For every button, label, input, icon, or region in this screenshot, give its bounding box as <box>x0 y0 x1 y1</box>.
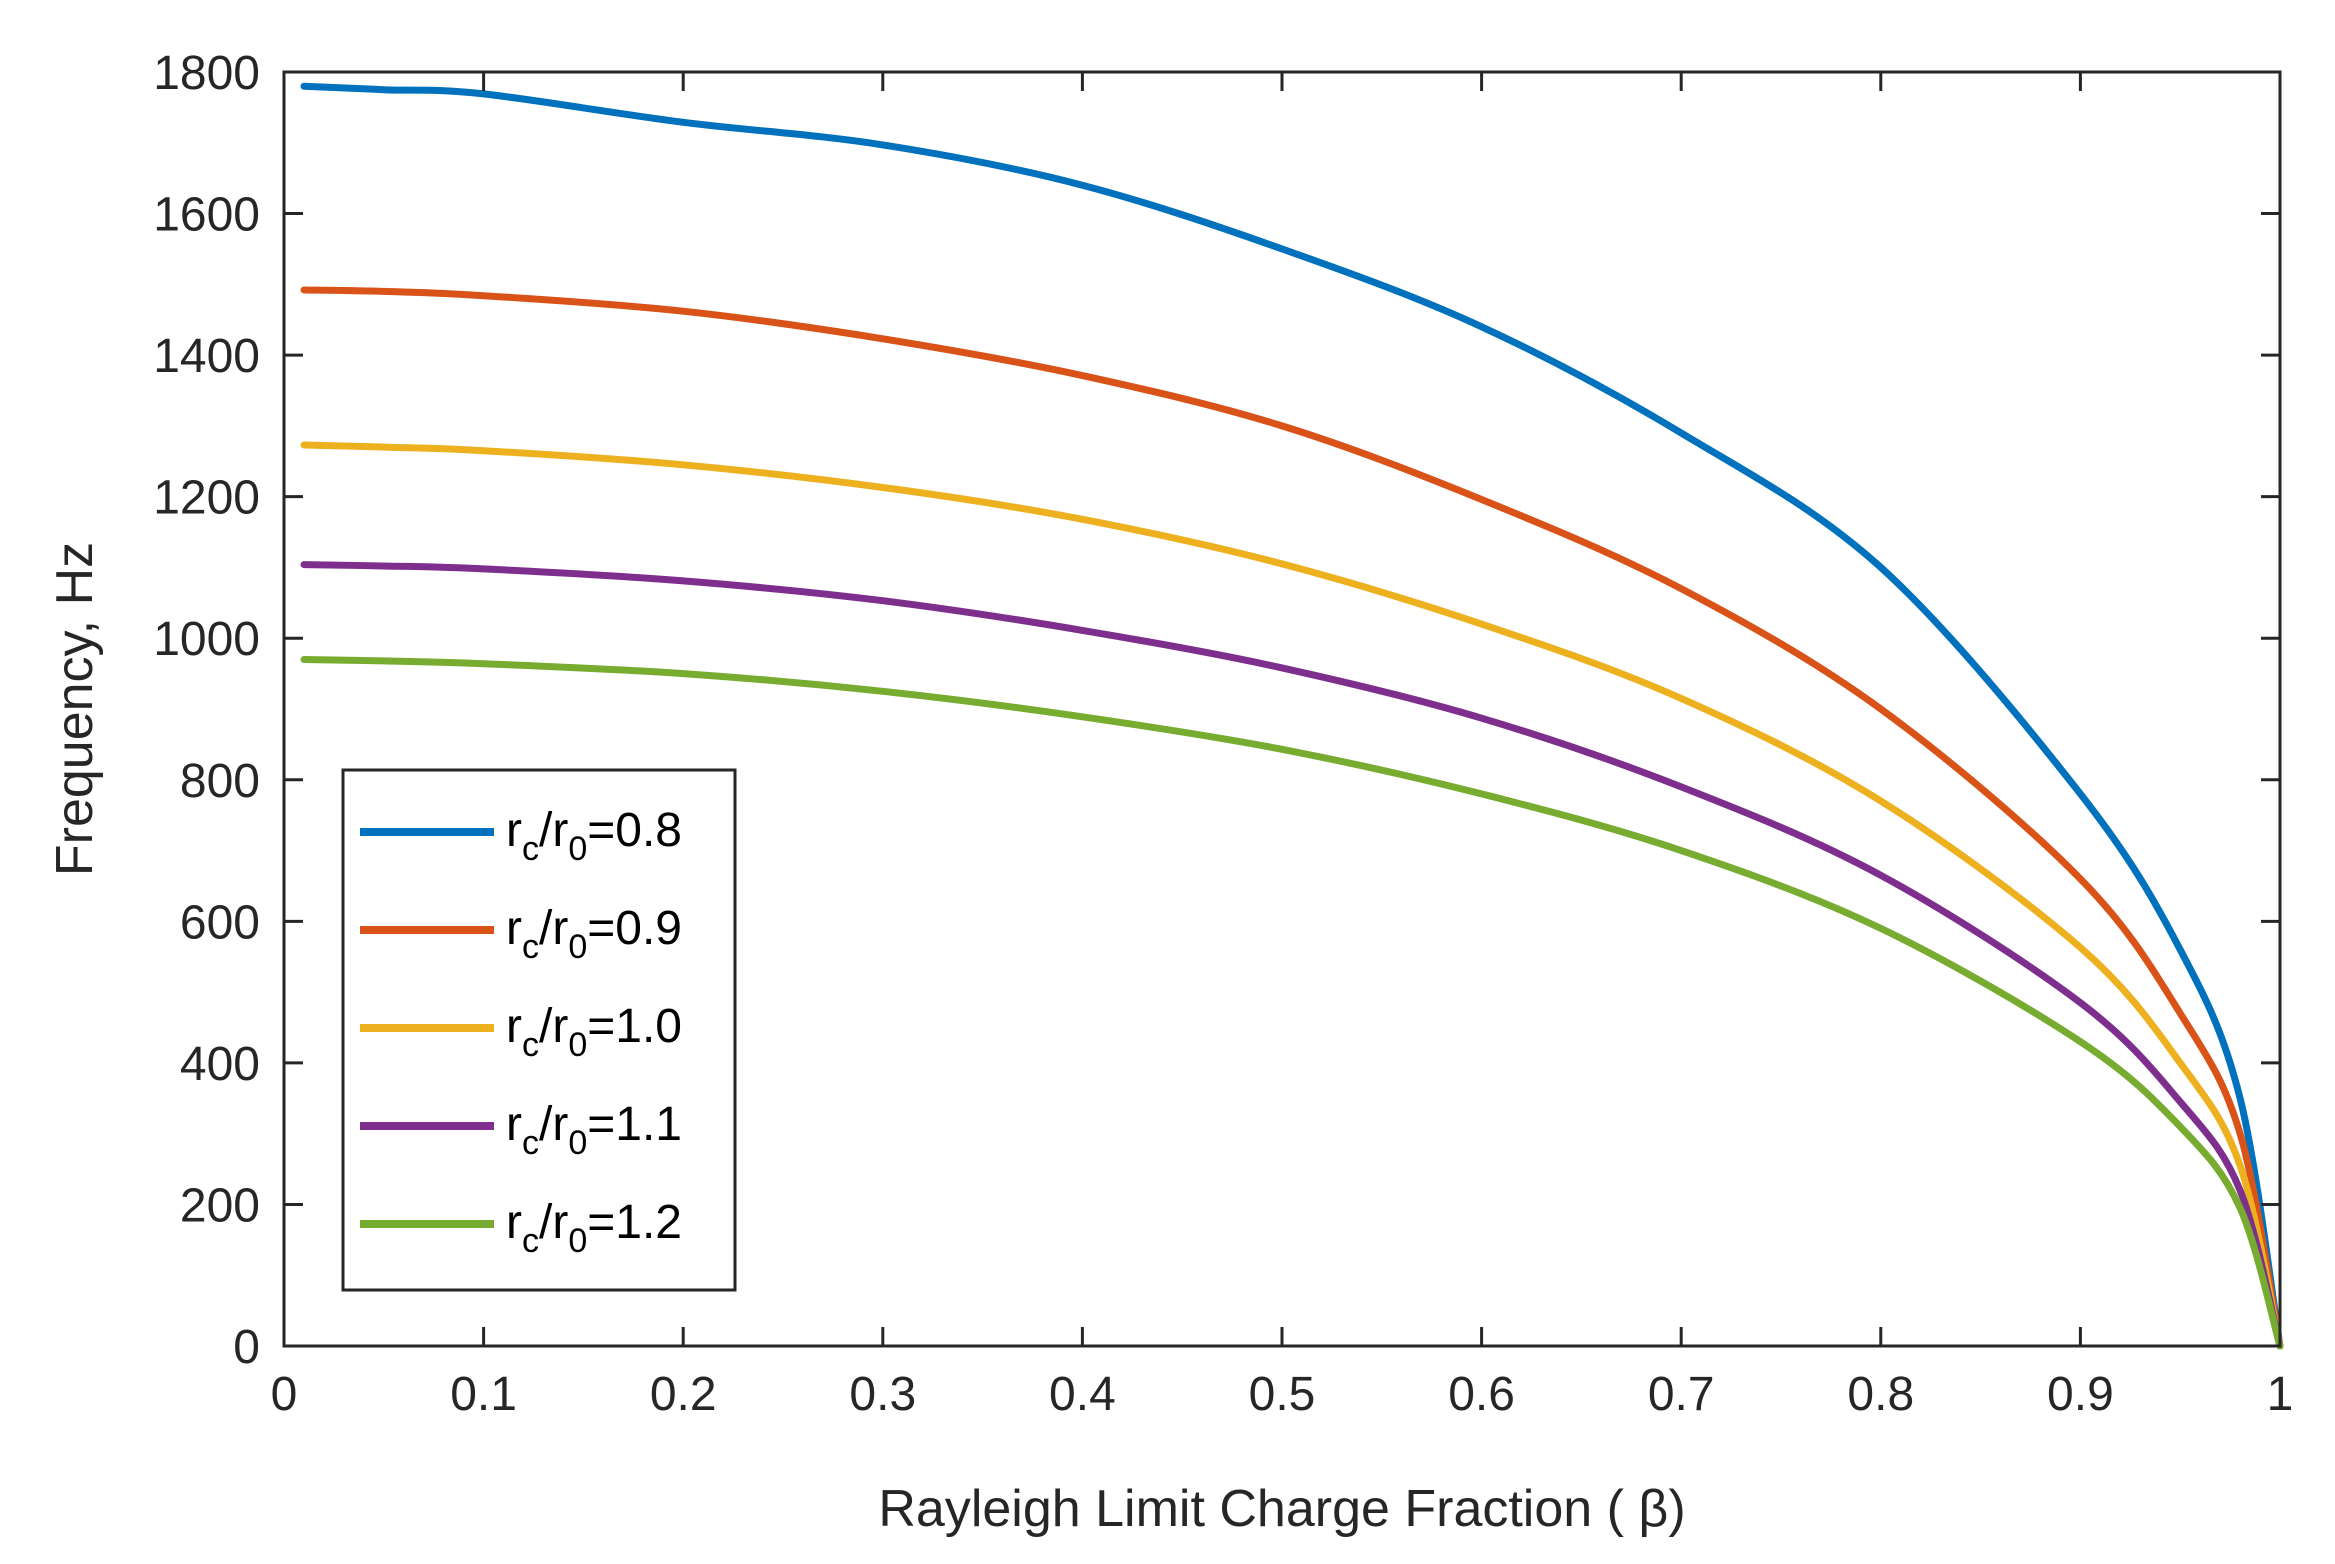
series-line-5 <box>300 656 2284 1350</box>
x-axis-label: Rayleigh Limit Charge Fraction ( β) <box>878 1480 1685 1538</box>
legend-label: rc/r0=1.0 <box>506 1000 682 1064</box>
x-tick-label: 0.2 <box>650 1368 717 1421</box>
y-tick-label: 1600 <box>153 189 260 242</box>
y-tick-label: 0 <box>233 1321 260 1374</box>
x-tick-label: 0.8 <box>1847 1368 1914 1421</box>
legend-item-3: rc/r0=1.0 <box>360 1000 682 1064</box>
y-tick-label: 800 <box>180 755 260 808</box>
series-line-4 <box>300 561 2284 1350</box>
x-tick-label: 1 <box>2267 1368 2294 1421</box>
x-tick-label: 0.5 <box>1249 1368 1316 1421</box>
series-line-1 <box>300 82 2284 1350</box>
legend-items: rc/r0=0.8 rc/r0=0.9 rc/r0=1.0 rc/r0=1.1 rc/r… <box>360 804 682 1260</box>
series-line-3 <box>300 441 2284 1350</box>
series-layer <box>300 82 2284 1350</box>
series-line-2 <box>300 286 2284 1350</box>
x-tick-label: 0.4 <box>1049 1368 1116 1421</box>
y-tick-label: 600 <box>180 896 260 949</box>
y-tick-label: 1800 <box>153 47 260 100</box>
legend-item-2: rc/r0=0.9 <box>360 902 682 966</box>
x-tick-label: 0 <box>271 1368 298 1421</box>
legend-item-4: rc/r0=1.1 <box>360 1098 682 1162</box>
x-tick-label: 0.1 <box>450 1368 517 1421</box>
x-tick-labels: 0 0.1 0.2 0.3 0.4 0.5 0.6 0.7 0.8 0.9 1 <box>271 1368 2294 1421</box>
y-tick-labels: 0 200 400 600 800 1000 1200 1400 1600 1800 <box>153 47 260 1374</box>
x-tick-label: 0.7 <box>1648 1368 1715 1421</box>
legend-item-5: rc/r0=1.2 <box>360 1196 682 1260</box>
y-tick-label: 1000 <box>153 613 260 666</box>
y-tick-label: 400 <box>180 1038 260 1091</box>
legend-item-1: rc/r0=0.8 <box>360 804 682 868</box>
legend-label: rc/r0=0.9 <box>506 902 682 966</box>
axes-box <box>282 70 2282 1348</box>
y-tick-label: 1400 <box>153 330 260 383</box>
x-tick-label: 0.3 <box>849 1368 916 1421</box>
legend: rc/r0=0.8 rc/r0=0.9 rc/r0=1.0 rc/r0=1.1 rc/r… <box>341 768 737 1292</box>
legend-label: rc/r0=1.2 <box>506 1196 682 1260</box>
y-axis-label: Frequency, Hz <box>46 542 104 876</box>
y-tick-label: 200 <box>180 1179 260 1232</box>
x-tick-label: 0.9 <box>2047 1368 2114 1421</box>
legend-label: rc/r0=0.8 <box>506 804 682 868</box>
x-tick-label: 0.6 <box>1448 1368 1515 1421</box>
y-tick-label: 1200 <box>153 472 260 525</box>
legend-label: rc/r0=1.1 <box>506 1098 682 1162</box>
